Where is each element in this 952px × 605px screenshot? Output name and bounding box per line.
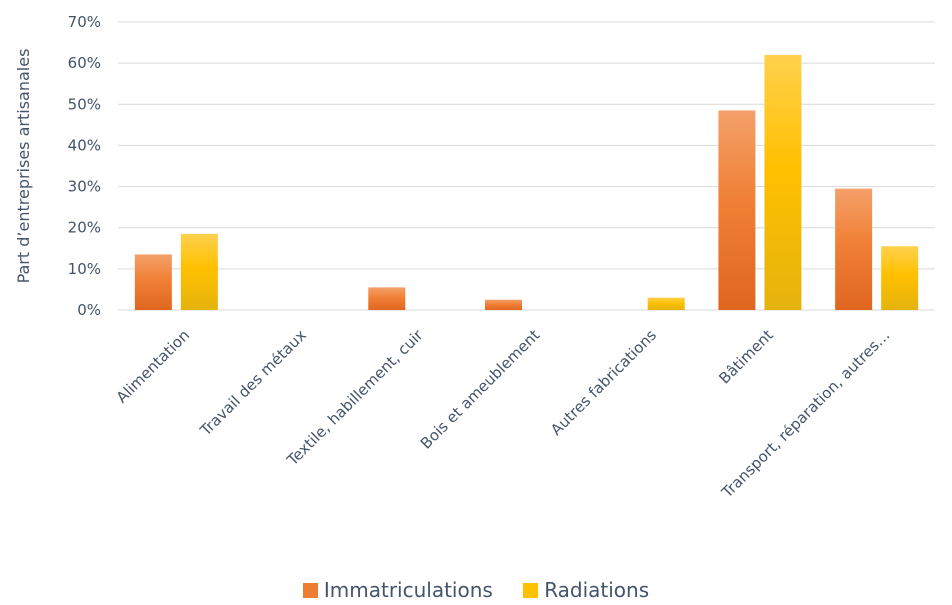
bar-immatriculations-3 bbox=[485, 299, 522, 310]
x-category-label: Autres fabrications bbox=[547, 326, 660, 439]
legend-item-immatriculations: Immatriculations bbox=[302, 578, 493, 602]
bar-immatriculations-2 bbox=[368, 287, 406, 310]
y-axis-label: Part d’entreprises artisanales bbox=[14, 49, 33, 284]
bars bbox=[134, 54, 919, 310]
y-tick-label: 20% bbox=[68, 219, 101, 237]
y-tick-label: 40% bbox=[68, 136, 101, 154]
bar-radiations-5 bbox=[764, 54, 802, 310]
bar-immatriculations-0 bbox=[134, 254, 172, 310]
x-category-label: Alimentation bbox=[113, 326, 193, 406]
legend-swatch-immatriculations bbox=[302, 582, 318, 598]
bar-radiations-6 bbox=[881, 246, 919, 310]
x-category-label: Bâtiment bbox=[715, 326, 776, 387]
y-tick-label: 10% bbox=[68, 260, 101, 278]
bar-immatriculations-6 bbox=[835, 188, 873, 310]
x-category-label: Bois et ameublement bbox=[417, 326, 544, 453]
x-category-label: Travail des métaux bbox=[196, 326, 310, 440]
bar-radiations-0 bbox=[180, 233, 218, 310]
legend-label-radiations: Radiations bbox=[544, 578, 650, 602]
legend: Immatriculations Radiations bbox=[0, 578, 952, 603]
bar-immatriculations-5 bbox=[718, 110, 756, 310]
y-tick-label: 60% bbox=[68, 54, 101, 72]
x-category-label: Textile, habillement, cuir bbox=[283, 326, 427, 470]
y-tick-label: 70% bbox=[68, 13, 101, 31]
y-tick-label: 30% bbox=[68, 178, 101, 196]
bar-radiations-4 bbox=[647, 297, 685, 310]
y-axis-ticks: 0% 10% 20% 30% 40% 50% 60% 70% bbox=[68, 13, 101, 319]
legend-label-immatriculations: Immatriculations bbox=[323, 578, 493, 602]
legend-swatch-radiations bbox=[523, 582, 539, 598]
bar-chart: 0% 10% 20% 30% 40% 50% 60% 70% Alimentation Trav… bbox=[14, 13, 935, 503]
y-tick-label: 0% bbox=[77, 301, 101, 319]
gridlines bbox=[118, 21, 935, 311]
legend-item-radiations: Radiations bbox=[523, 578, 649, 602]
y-tick-label: 50% bbox=[68, 95, 101, 113]
